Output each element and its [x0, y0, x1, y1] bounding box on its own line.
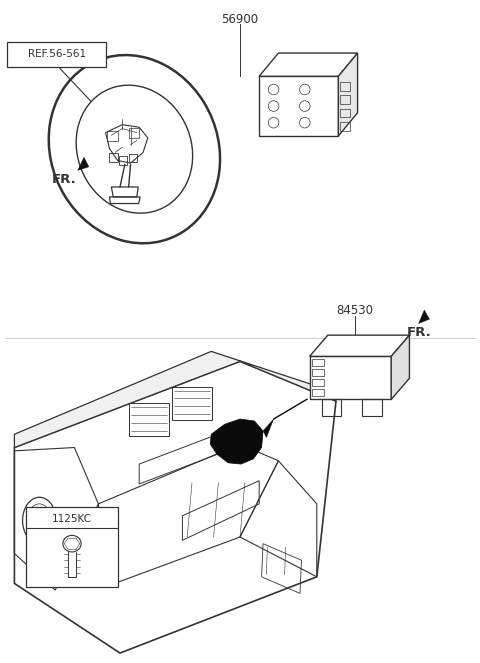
Bar: [340, 82, 350, 91]
Bar: [109, 153, 118, 162]
Text: 1125KC: 1125KC: [52, 514, 92, 524]
Polygon shape: [310, 357, 391, 399]
Polygon shape: [419, 310, 430, 324]
Text: FR.: FR.: [52, 172, 77, 186]
Polygon shape: [338, 53, 358, 136]
Polygon shape: [259, 76, 338, 136]
Text: 56900: 56900: [221, 13, 259, 27]
Bar: [129, 154, 137, 162]
Bar: [312, 369, 324, 376]
Polygon shape: [14, 361, 336, 653]
Polygon shape: [210, 419, 263, 464]
FancyBboxPatch shape: [7, 42, 106, 67]
Bar: [26, 507, 118, 587]
Polygon shape: [310, 335, 409, 357]
Bar: [129, 128, 139, 138]
Text: REF.56-561: REF.56-561: [27, 49, 86, 60]
Bar: [107, 131, 118, 141]
Bar: [119, 156, 127, 165]
Text: FR.: FR.: [407, 326, 432, 339]
Polygon shape: [259, 53, 358, 76]
Bar: [340, 109, 350, 117]
Bar: [312, 359, 324, 366]
Bar: [340, 122, 350, 131]
Bar: [340, 95, 350, 104]
Ellipse shape: [76, 85, 192, 213]
Polygon shape: [263, 419, 274, 438]
Polygon shape: [391, 335, 409, 399]
Ellipse shape: [63, 536, 81, 552]
Bar: [312, 379, 324, 386]
Polygon shape: [14, 351, 336, 448]
Bar: [312, 389, 324, 396]
Polygon shape: [78, 157, 89, 170]
Text: 84530: 84530: [336, 304, 374, 317]
